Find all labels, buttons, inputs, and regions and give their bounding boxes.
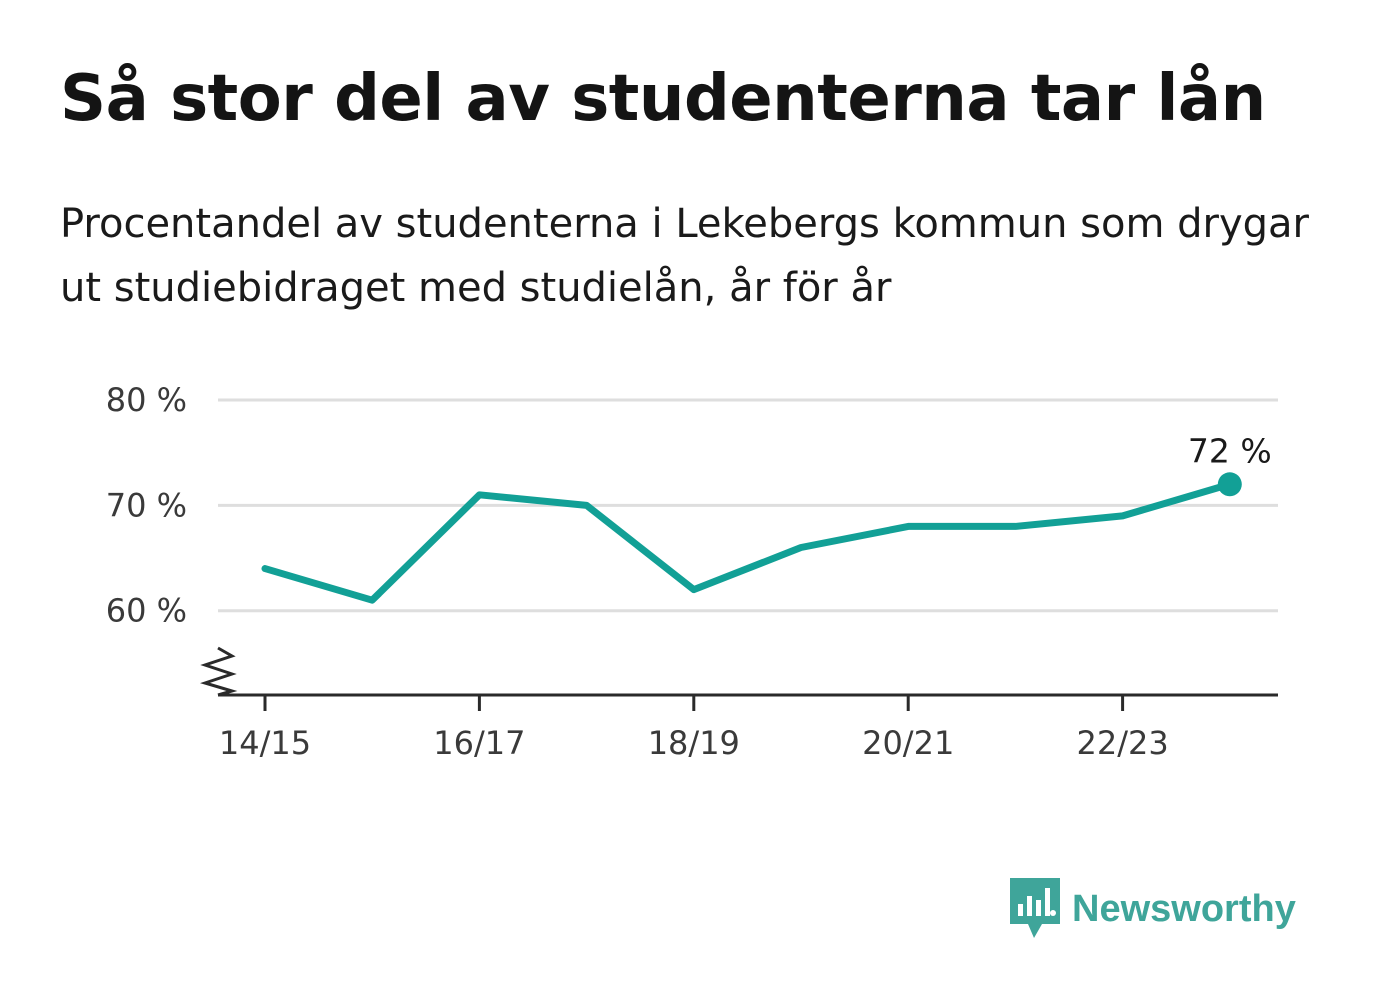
brand-logo: Newsworthy — [1010, 878, 1296, 940]
x-tick-label: 18/19 — [648, 724, 740, 762]
y-tick-label: 80 % — [106, 381, 187, 419]
x-tick-label: 22/23 — [1076, 724, 1168, 762]
series-layer: 72 % — [261, 431, 1272, 604]
chart-subtitle: Procentandel av studenterna i Lekebergs … — [60, 201, 1309, 311]
y-tick-label: 60 % — [106, 592, 187, 630]
end-point — [1217, 472, 1242, 497]
x-tick-label: 20/21 — [862, 724, 954, 762]
x-tick-label: 16/17 — [433, 724, 525, 762]
brand-name: Newsworthy — [1072, 887, 1296, 930]
y-axis-ticks: 60 % 70 % 80 % — [106, 381, 187, 630]
x-axis: 14/15 16/17 18/19 20/21 22/23 — [200, 646, 1278, 762]
newsworthy-icon — [1010, 878, 1060, 938]
chart-title: Så stor del av studenterna tar lån — [60, 62, 1266, 136]
end-value-label: 72 % — [1188, 431, 1272, 470]
axis-break-mark — [200, 646, 238, 697]
x-tick-label: 14/15 — [219, 724, 311, 762]
series-line — [261, 480, 1234, 604]
y-tick-label: 70 % — [106, 486, 187, 524]
gridlines — [218, 398, 1278, 613]
